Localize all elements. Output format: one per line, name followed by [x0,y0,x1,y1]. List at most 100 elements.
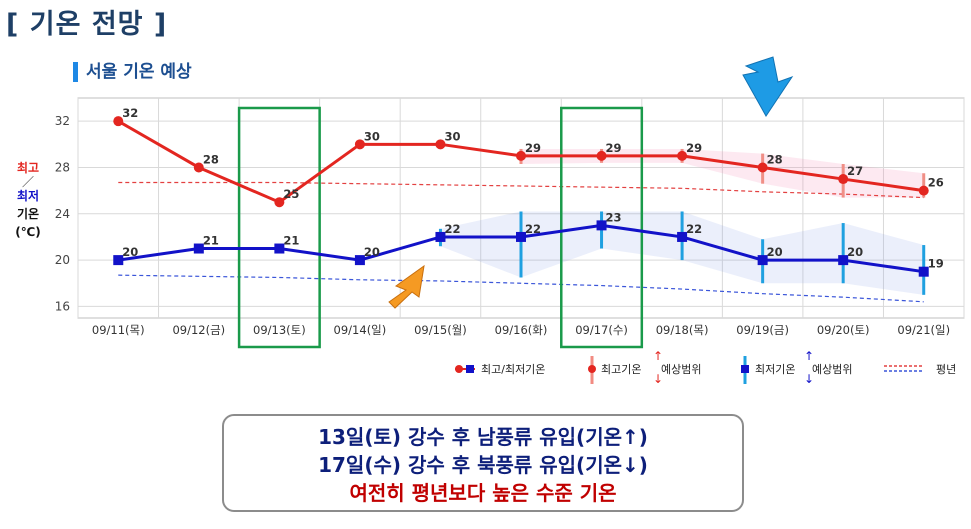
low-temp-label: 21 [283,234,299,248]
page-title: [ 기온 전망 ] [6,9,168,40]
y-label-unit: (℃) [15,225,41,239]
low-temp-point [113,255,124,266]
high-temp-point [677,150,688,161]
legend-label-low-range: 예상범위 [812,363,852,376]
legend-label-high: 최고기온 [601,363,641,376]
high-temp-point [435,139,446,150]
legend-label-high-range: 예상범위 [661,363,701,376]
high-temp-label: 26 [928,176,944,190]
low-temp-label: 20 [767,245,783,259]
note-line-3: 여전히 평년보다 높은 수준 기온 [349,481,617,505]
orange-arrow-icon [388,264,425,309]
high-temp-point [354,139,365,150]
grid [77,97,965,319]
data-labels: 32 28 25 30 30 29 29 29 28 27 26 20 21 21 20 22 22 23 22 20… [122,106,943,271]
x-tick-label: 09/16(화) [495,323,548,337]
high-temp-label: 32 [122,106,138,120]
y-label-high: 최고 [17,160,39,175]
note-line-2: 17일(수) 강수 후 북풍류 유입(기온↓) [318,453,648,477]
x-tick-label: 09/13(토) [253,323,306,337]
y-label-temp: 기온 [17,206,39,221]
high-temp-point [596,150,607,161]
y-tick-label: 16 [55,299,70,313]
high-temp-label: 29 [606,141,622,155]
summary-note-box: 13일(토) 강수 후 남풍류 유입(기온↑) 17일(수) 강수 후 북풍류 … [222,414,744,512]
highlight-box [237,106,321,349]
low-temp-label: 22 [686,222,702,236]
x-tick-label: 09/12(금) [172,323,225,337]
low-temp-point [274,243,285,254]
highlight-box [560,106,644,349]
y-label-low: 최저 [17,188,39,203]
x-tick-label: 09/14(일) [334,323,387,337]
low-temp-label: 20 [122,245,138,259]
low-temp-label: 19 [928,257,944,271]
legend-item-highlow: 최고/최저기온 [455,363,545,376]
svg-text:↓: ↓ [804,372,814,386]
high-temp-point [838,174,849,185]
low-temp-label: 20 [364,245,380,259]
legend-label-low: 최저기온 [755,363,795,376]
high-temp-label: 28 [767,152,783,166]
svg-text:↓: ↓ [653,372,663,386]
low-temp-point [677,231,688,242]
high-temp-label: 30 [444,129,460,143]
low-temp-label: 22 [525,222,541,236]
y-axis-label: 최고 ／ 최저 기온 (℃) [15,160,41,239]
high-temp-label: 29 [525,141,541,155]
y-tick-label: 32 [55,114,70,128]
legend-label-highlow: 최고/최저기온 [481,363,545,376]
y-tick-label: 20 [55,253,70,267]
low-temp-point [838,255,849,266]
low-temp-label: 22 [444,222,460,236]
high-temp-label: 30 [364,129,380,143]
low-temp-point [354,255,365,266]
high-temp-point [757,162,768,173]
low-temp-point [193,243,204,254]
legend-item-normal: 평년 [884,363,956,376]
low-temp-label: 23 [606,210,622,224]
high-temp-label: 25 [283,187,299,201]
high-temp-point [516,150,526,161]
legend: 최고/최저기온 최고기온 ↑ ↓ 예상범위 최저기온 ↑ ↓ 예상범위 평년 [455,349,956,386]
legend-label-normal: 평년 [936,363,956,376]
blue-arrow-icon [742,56,794,117]
high-range-band [521,148,924,198]
x-tick-label: 09/19(금) [736,323,789,337]
legend-item-low-range: 최저기온 ↑ ↓ 예상범위 [741,349,852,386]
y-tick-label: 28 [55,160,70,174]
low-temp-point [757,255,768,266]
low-temp-point [918,266,929,277]
svg-text:↑: ↑ [804,349,814,363]
normal-low-line [118,274,924,303]
normal-high-line [118,181,924,199]
x-tick-label: 09/15(월) [414,323,467,337]
high-temp-point [274,197,285,208]
high-temp-label: 29 [686,141,702,155]
note-line-1: 13일(토) 강수 후 남풍류 유입(기온↑) [318,425,648,449]
x-tick-label: 09/20(토) [817,323,870,337]
highlight-boxes [237,106,644,349]
low-temp-point [435,231,446,242]
x-tick-label: 09/11(목) [92,323,145,337]
y-label-slash: ／ [22,175,34,189]
svg-text:↑: ↑ [653,349,663,363]
y-tick-label: 24 [55,207,70,221]
axes: 16 20 24 28 32 09/11(목) 09/12(금) 09/13(토) 09/14(… [55,114,950,337]
x-tick-label: 09/17(수) [575,323,628,337]
chart-title: 서울 기온 예상 [73,62,192,82]
high-temp-point [193,162,204,173]
low-temp-label: 21 [203,234,219,248]
x-tick-label: 09/18(목) [656,323,709,337]
legend-item-high-range: 최고기온 ↑ ↓ 예상범위 [588,349,701,386]
high-temp-label: 27 [847,164,863,178]
low-temp-label: 20 [847,245,863,259]
normal-lines [118,181,924,303]
low-temp-point [596,220,607,231]
low-temp-point [516,231,526,242]
plot-area [77,97,965,319]
series [113,116,929,295]
high-temp-label: 28 [203,152,219,166]
x-tick-label: 09/21(일) [897,323,950,337]
